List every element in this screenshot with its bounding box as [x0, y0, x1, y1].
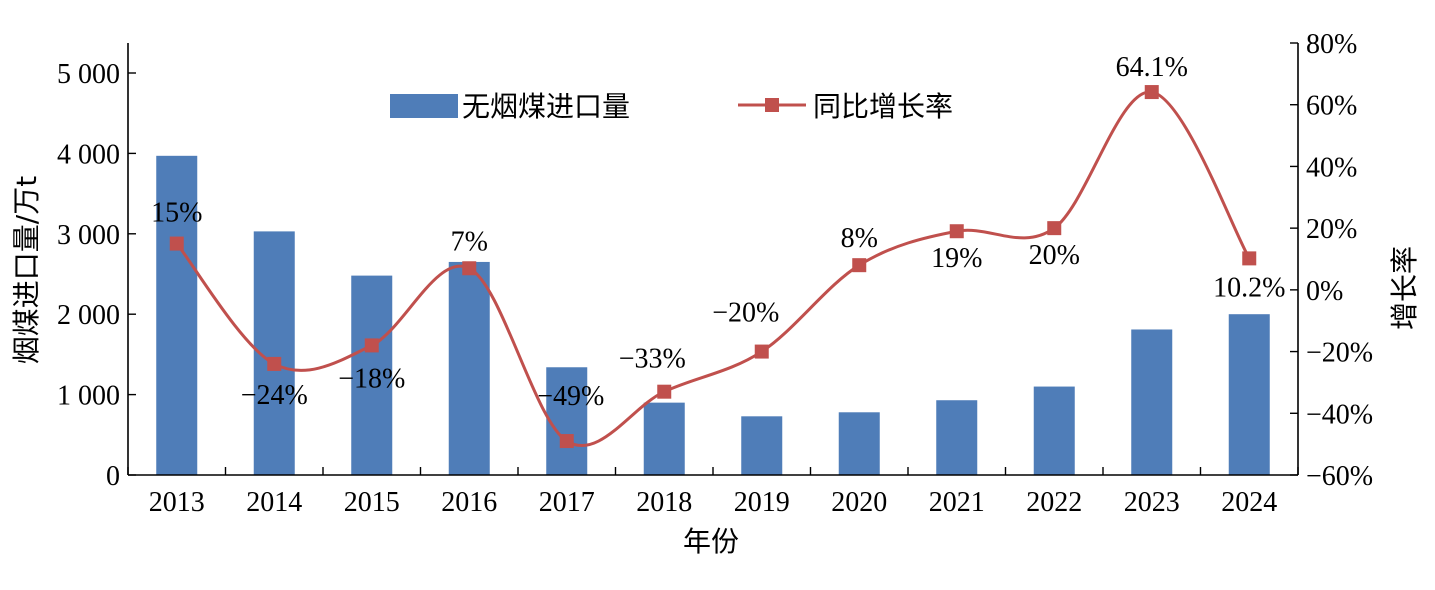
- x-tick-label: 2023: [1124, 487, 1180, 518]
- x-tick-label: 2013: [149, 487, 205, 518]
- line-series: [169, 85, 1257, 449]
- legend-swatch-marker: [765, 98, 779, 112]
- line-marker-2015: [364, 338, 379, 353]
- y-right-tick-label: −40%: [1306, 399, 1373, 430]
- growth-rate-label: 10.2%: [1213, 272, 1285, 303]
- y-left-tick-label: 5 000: [57, 59, 120, 90]
- x-tick-label: 2017: [539, 487, 595, 518]
- y-right-tick-label: 20%: [1306, 214, 1357, 245]
- x-tick-label: 2022: [1026, 487, 1082, 518]
- y-right-tick-label: −60%: [1306, 461, 1373, 492]
- bar-2018: [643, 402, 685, 475]
- bar-2020: [838, 412, 880, 475]
- growth-rate-label: 7%: [451, 226, 488, 257]
- line-marker-2017: [559, 434, 574, 449]
- growth-rate-label: 8%: [841, 223, 878, 254]
- y-left-tick-label: 3 000: [57, 220, 120, 251]
- x-tick-label: 2024: [1221, 487, 1277, 518]
- y-left-tick-label: 0: [106, 461, 120, 492]
- line-marker-2014: [267, 356, 282, 371]
- bar-2023: [1131, 329, 1173, 475]
- bar-2021: [936, 400, 978, 475]
- y-right-tick-label: 80%: [1306, 29, 1357, 60]
- bar-2017: [546, 367, 588, 475]
- bar-2016: [448, 261, 490, 475]
- axes: 0 1 000 2 000 3 000 4 000 5 000 −60% −40% −20% 0%…: [57, 29, 1373, 518]
- y-right-tick-label: 40%: [1306, 152, 1357, 183]
- growth-rate-label: −18%: [338, 363, 405, 394]
- x-tick-label: 2019: [734, 487, 790, 518]
- growth-rate-label: −24%: [241, 380, 308, 411]
- x-tick-label: 2014: [246, 487, 302, 518]
- x-axis-title: 年份: [683, 525, 739, 558]
- bar-2024: [1228, 314, 1270, 475]
- x-tick-label: 2020: [831, 487, 887, 518]
- growth-rate-label: 20%: [1029, 240, 1080, 271]
- x-tick-label: 2021: [929, 487, 985, 518]
- x-tick-label: 2016: [441, 487, 497, 518]
- line-marker-2020: [852, 258, 867, 273]
- line-marker-2016: [462, 261, 477, 276]
- y-left-tick-label: 1 000: [57, 381, 120, 412]
- legend-label-line: 同比增长率: [813, 90, 953, 123]
- bar-2015: [351, 275, 393, 475]
- y-axis-right-title: 增长率: [1388, 246, 1421, 330]
- line-marker-2021: [949, 224, 964, 239]
- legend-swatch-bar: [390, 94, 458, 118]
- line-marker-2013: [169, 236, 184, 251]
- line-marker-2024: [1242, 251, 1257, 266]
- y-axis-left-title: 烟煤进口量/万t: [10, 176, 43, 364]
- bar-2013: [156, 155, 198, 475]
- legend: 无烟煤进口量 同比增长率: [390, 90, 953, 123]
- data-labels: 15% −24% −18% 7% −49% −33% −20% 8% 19% 20% 64.1% 10…: [151, 52, 1285, 412]
- x-tick-label: 2018: [636, 487, 692, 518]
- y-right-tick-label: −20%: [1306, 338, 1373, 369]
- line-marker-2022: [1047, 221, 1062, 236]
- legend-label-bar: 无烟煤进口量: [462, 90, 630, 123]
- growth-rate-label: −49%: [537, 381, 604, 412]
- growth-rate-label: 15%: [151, 198, 202, 229]
- line-marker-2019: [754, 344, 769, 359]
- y-left-tick-label: 2 000: [57, 300, 120, 331]
- line-marker-2023: [1144, 85, 1159, 100]
- x-tick-label: 2015: [344, 487, 400, 518]
- y-right-tick-label: 0%: [1306, 276, 1343, 307]
- growth-rate-label: −20%: [712, 298, 779, 329]
- growth-rate-label: 64.1%: [1116, 52, 1188, 83]
- growth-rate-label: −33%: [619, 344, 686, 375]
- growth-rate-label: 19%: [931, 243, 982, 274]
- bar-2019: [741, 416, 783, 475]
- bar-2022: [1033, 386, 1075, 475]
- y-right-tick-label: 60%: [1306, 91, 1357, 122]
- line-marker-2018: [657, 384, 672, 399]
- bar-series: [156, 155, 1270, 475]
- y-left-tick-label: 4 000: [57, 139, 120, 170]
